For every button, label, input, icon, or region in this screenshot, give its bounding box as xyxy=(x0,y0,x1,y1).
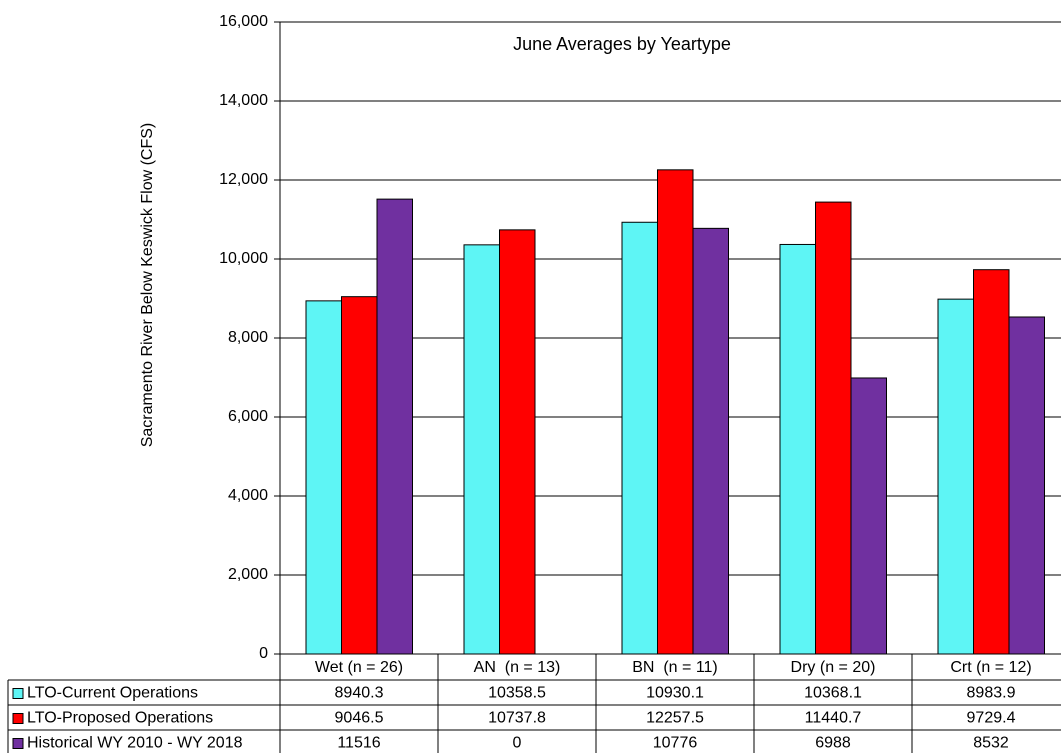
bar xyxy=(376,198,413,655)
legend-label: Historical WY 2010 - WY 2018 xyxy=(27,735,243,752)
bar xyxy=(692,227,729,655)
table-value: 10776 xyxy=(653,735,698,752)
table-value: 12257.5 xyxy=(646,710,704,727)
x-tick-label: Wet (n = 26) xyxy=(315,659,403,676)
legend-label: LTO-Current Operations xyxy=(27,685,198,702)
bar xyxy=(657,169,694,655)
table-value: 6988 xyxy=(815,735,851,752)
table-value: 0 xyxy=(513,735,522,752)
y-axis-label: Sacramento River Below Keswick Flow (CFS… xyxy=(139,123,156,448)
x-tick-label: Crt (n = 12) xyxy=(950,659,1031,676)
table-value: 10930.1 xyxy=(646,685,704,702)
bar xyxy=(341,296,378,655)
bar xyxy=(815,201,852,655)
legend-swatch xyxy=(12,738,24,749)
table-value: 8940.3 xyxy=(335,685,384,702)
table-value: 9729.4 xyxy=(967,710,1016,727)
bar xyxy=(305,300,342,655)
x-tick-label: Dry (n = 20) xyxy=(791,659,876,676)
y-tick-label: 16,000 xyxy=(219,13,268,30)
table-value: 10368.1 xyxy=(804,685,862,702)
y-tick-label: 6,000 xyxy=(228,408,268,425)
table-value: 10737.8 xyxy=(488,710,546,727)
bar xyxy=(973,269,1010,655)
y-tick-label: 2,000 xyxy=(228,566,268,583)
bar xyxy=(463,244,500,655)
table-value: 10358.5 xyxy=(488,685,546,702)
legend-swatch xyxy=(12,688,24,699)
y-tick-label: 0 xyxy=(259,645,268,662)
x-tick-label: AN (n = 13) xyxy=(474,659,561,676)
table-value: 8983.9 xyxy=(967,685,1016,702)
legend-swatch xyxy=(12,713,24,724)
bar xyxy=(937,298,974,655)
y-tick-label: 4,000 xyxy=(228,487,268,504)
y-tick-label: 14,000 xyxy=(219,92,268,109)
y-tick-label: 12,000 xyxy=(219,171,268,188)
table-value: 11440.7 xyxy=(805,710,862,727)
bar xyxy=(1008,316,1045,655)
table-value: 9046.5 xyxy=(335,710,384,727)
bar xyxy=(621,221,658,655)
bar xyxy=(850,377,887,655)
x-tick-label: BN (n = 11) xyxy=(632,659,718,676)
y-tick-label: 10,000 xyxy=(219,250,268,267)
bar xyxy=(499,229,536,655)
legend-label: LTO-Proposed Operations xyxy=(27,710,213,727)
table-value: 8532 xyxy=(973,735,1009,752)
chart-title: June Averages by Yeartype xyxy=(513,34,731,54)
table-value: 11516 xyxy=(337,735,380,752)
bar xyxy=(779,243,816,655)
y-tick-label: 8,000 xyxy=(228,329,268,346)
